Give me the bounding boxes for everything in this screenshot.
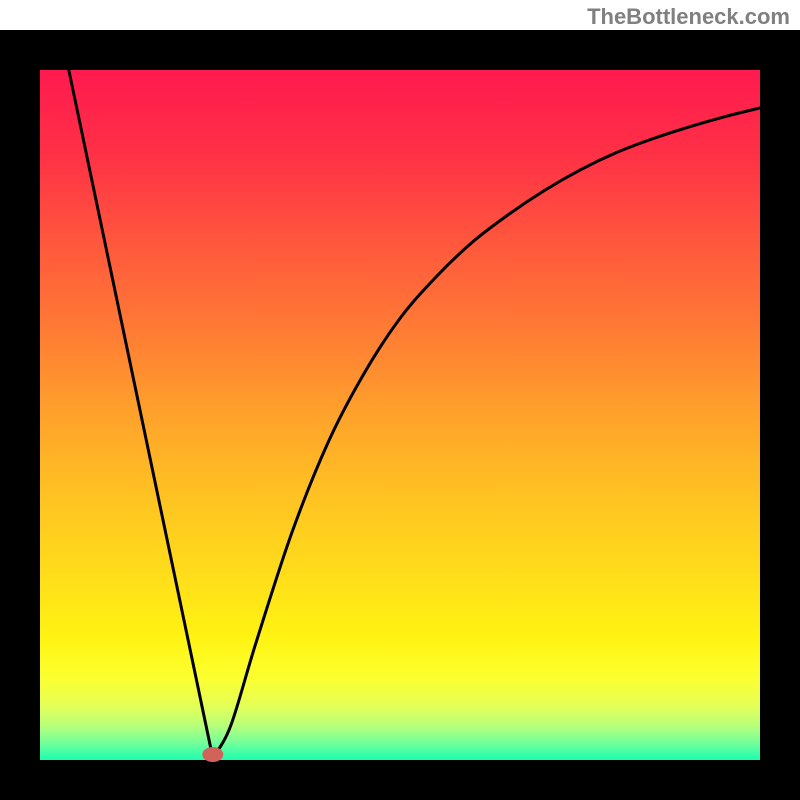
watermark-text: TheBottleneck.com	[587, 4, 790, 30]
chart-frame-side	[0, 760, 800, 800]
chart-frame-side	[760, 30, 800, 800]
chart-frame-side	[0, 30, 40, 800]
minimum-marker	[203, 747, 223, 761]
chart-container: TheBottleneck.com	[0, 0, 800, 800]
chart-frame-side	[0, 30, 800, 70]
bottleneck-chart	[0, 0, 800, 800]
plot-background	[40, 70, 760, 760]
